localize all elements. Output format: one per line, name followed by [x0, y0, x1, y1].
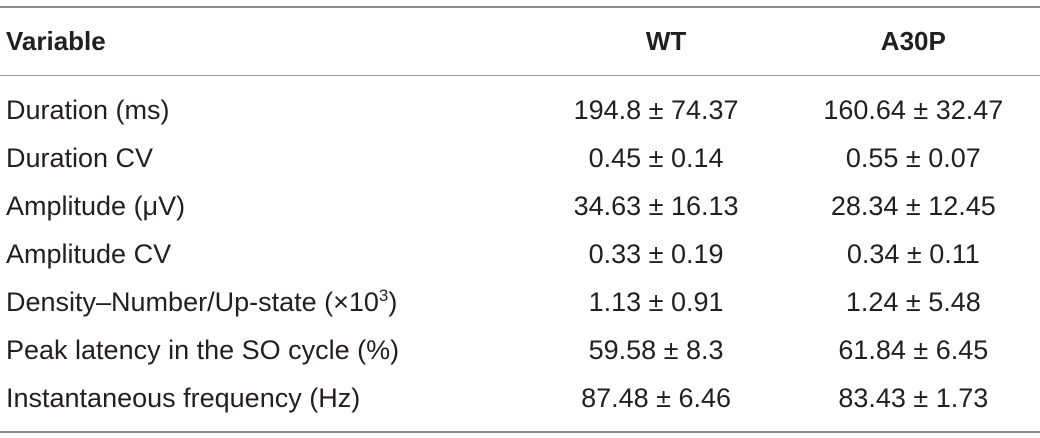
cell-a30p: 28.34 ± 12.45 — [830, 190, 996, 221]
data-table: Variable WT A30P Duration (ms) 194.8 ± 7… — [0, 8, 1040, 422]
table-row: Density–Number/Up-state (×103) 1.13 ± 0.… — [0, 278, 1040, 326]
bottom-rule — [0, 431, 1040, 433]
table-row: Duration (ms) 194.8 ± 74.37 160.64 ± 32.… — [0, 75, 1040, 134]
cell-variable: Amplitude CV — [6, 238, 172, 269]
cell-a30p: 83.43 ± 1.73 — [838, 382, 989, 413]
cell-a30p: 61.84 ± 6.45 — [838, 334, 989, 365]
cell-wt: 87.48 ± 6.46 — [581, 382, 731, 413]
cell-a30p: 0.55 ± 0.07 — [845, 142, 981, 173]
cell-wt: 59.58 ± 8.3 — [588, 334, 724, 365]
table-row: Duration CV 0.45 ± 0.14 0.55 ± 0.07 — [0, 134, 1040, 182]
cell-a30p: 160.64 ± 32.47 — [823, 94, 1004, 125]
cell-variable-superscript: 3 — [378, 286, 389, 305]
cell-wt: 194.8 ± 74.37 — [573, 94, 739, 125]
table-row: Amplitude (μV) 34.63 ± 16.13 28.34 ± 12.… — [0, 182, 1040, 230]
table-row: Instantaneous frequency (Hz) 87.48 ± 6.4… — [0, 374, 1040, 422]
table-row: Peak latency in the SO cycle (%) 59.58 ±… — [0, 326, 1040, 374]
cell-variable: Peak latency in the SO cycle (%) — [6, 334, 400, 365]
table-row: Amplitude CV 0.33 ± 0.19 0.34 ± 0.11 — [0, 230, 1040, 278]
header-rule — [0, 75, 1040, 76]
header-wt: WT — [645, 26, 687, 56]
cell-a30p: 0.34 ± 0.11 — [846, 238, 980, 269]
cell-wt: 34.63 ± 16.13 — [573, 190, 739, 221]
cell-variable: Duration CV — [6, 142, 154, 173]
header-variable: Variable — [6, 26, 106, 56]
cell-a30p: 1.24 ± 5.48 — [845, 286, 981, 317]
cell-wt: 1.13 ± 0.91 — [588, 286, 724, 317]
cell-variable: Duration (ms) — [6, 94, 170, 125]
header-row: Variable WT A30P — [0, 8, 1040, 75]
cell-variable-text: Density–Number/Up-state (×10 — [6, 287, 379, 317]
header-a30p: A30P — [880, 26, 946, 56]
cell-wt: 0.45 ± 0.14 — [588, 142, 724, 173]
cell-variable: Instantaneous frequency (Hz) — [6, 382, 361, 413]
cell-variable: Amplitude (μV) — [6, 190, 186, 221]
top-rule — [0, 6, 1040, 8]
cell-wt: 0.33 ± 0.19 — [588, 238, 724, 269]
cell-variable-suffix: ) — [388, 287, 398, 317]
cell-variable: Density–Number/Up-state (×103) — [0, 278, 515, 326]
